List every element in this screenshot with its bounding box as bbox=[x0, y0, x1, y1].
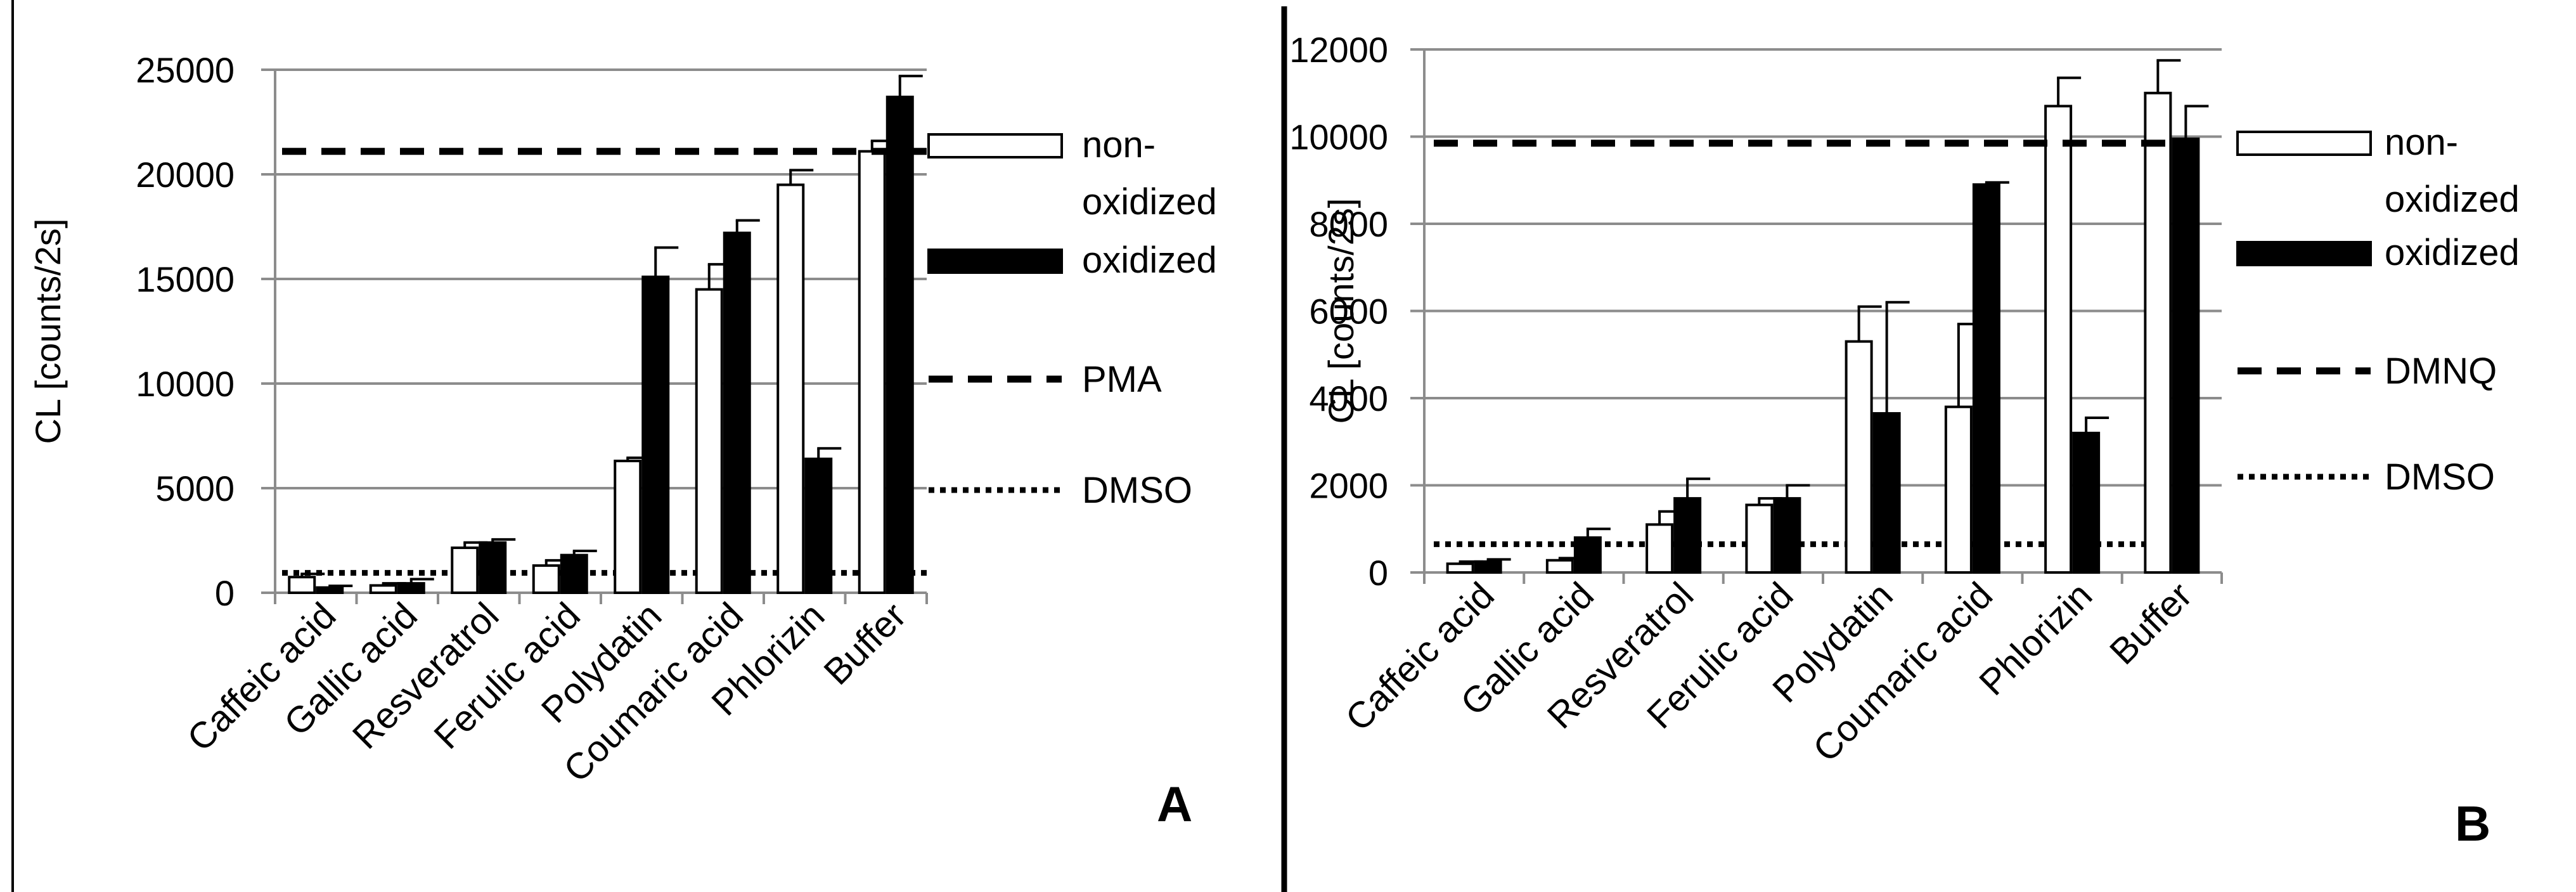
bar-non-oxidized bbox=[532, 564, 560, 594]
y-tick-label: 8000 bbox=[1309, 204, 1388, 244]
legend-label-dmso: DMSO bbox=[1082, 470, 1192, 511]
legend-label-dmso: DMSO bbox=[2385, 456, 2495, 498]
legend-label-line: oxidized bbox=[1082, 181, 1217, 223]
legend-label-dashed: PMA bbox=[1082, 359, 1162, 400]
legend-label-dashed: DMNQ bbox=[2385, 351, 2497, 392]
bar-oxidized bbox=[886, 95, 914, 594]
bar-oxidized bbox=[2072, 432, 2101, 574]
bar-oxidized bbox=[560, 553, 588, 594]
bar-non-oxidized bbox=[1745, 503, 1774, 574]
bar-oxidized bbox=[1872, 412, 1901, 574]
bar-oxidized bbox=[723, 231, 751, 594]
bar-oxidized bbox=[1673, 497, 1702, 574]
y-tick-label: 2000 bbox=[1309, 466, 1388, 506]
y-tick-label: 0 bbox=[1368, 553, 1388, 593]
y-tick-label: 10000 bbox=[136, 364, 235, 404]
legend-label-oxidized: oxidized bbox=[1082, 240, 1217, 281]
bar-non-oxidized bbox=[695, 288, 723, 594]
bar-non-oxidized bbox=[2144, 91, 2172, 574]
legend-label-non-oxidized: non-oxidized bbox=[2385, 122, 2520, 220]
panel-b: 0 2000 4000 6000 8000 10000 12000 CL [counts/2s… bbox=[1289, 30, 2520, 851]
legend-swatch-oxidized bbox=[2236, 241, 2372, 266]
category-label: Buffer bbox=[2102, 574, 2200, 673]
legend-label-line: non- bbox=[1082, 124, 1156, 165]
legend-swatch-oxidized bbox=[927, 249, 1063, 274]
bar-oxidized bbox=[397, 582, 425, 595]
bar-non-oxidized bbox=[614, 460, 642, 594]
category-label: Buffer bbox=[816, 595, 914, 693]
bar-oxidized bbox=[804, 457, 833, 594]
bar-oxidized bbox=[1972, 183, 2000, 574]
bar-non-oxidized bbox=[776, 183, 805, 594]
bar-oxidized bbox=[641, 275, 670, 594]
bar-oxidized bbox=[1573, 536, 1602, 574]
y-tick-label: 4000 bbox=[1309, 378, 1388, 418]
y-tick-label: 12000 bbox=[1289, 30, 1388, 70]
bar-oxidized bbox=[1773, 497, 1801, 574]
bar-non-oxidized bbox=[369, 584, 397, 595]
bar-non-oxidized bbox=[858, 150, 886, 594]
legend-label-oxidized: oxidized bbox=[2385, 232, 2520, 273]
y-tick-label: 6000 bbox=[1309, 292, 1388, 332]
y-tick-label: 10000 bbox=[1289, 117, 1388, 157]
bar-non-oxidized bbox=[1545, 559, 1574, 574]
panel-letter: B bbox=[2455, 796, 2490, 851]
bar-oxidized bbox=[1474, 560, 1502, 574]
bar-non-oxidized bbox=[1845, 340, 1873, 574]
bar-non-oxidized bbox=[1944, 405, 1973, 574]
legend-swatch-non-oxidized bbox=[2236, 131, 2372, 156]
y-tick-label: 0 bbox=[215, 573, 235, 613]
legend-label-non-oxidized: non-oxidized bbox=[1082, 124, 1217, 223]
panel-letter: A bbox=[1157, 776, 1192, 832]
y-tick-label: 20000 bbox=[136, 155, 235, 195]
bar-non-oxidized bbox=[1645, 523, 1674, 574]
legend-label-line: oxidized bbox=[2385, 179, 2520, 220]
bar-non-oxidized bbox=[451, 546, 479, 594]
bar-oxidized bbox=[316, 586, 344, 594]
legend-label-line: non- bbox=[2385, 122, 2458, 163]
y-axis-label: CL [counts/2s] bbox=[1321, 198, 1361, 424]
bar-non-oxidized bbox=[1446, 562, 1474, 574]
bar-oxidized bbox=[479, 541, 507, 594]
bar-oxidized bbox=[2172, 137, 2200, 574]
bar-non-oxidized bbox=[2044, 105, 2073, 574]
y-tick-label: 15000 bbox=[136, 259, 235, 299]
y-tick-label: 25000 bbox=[136, 50, 235, 90]
category-label: Coumaric acid bbox=[1805, 574, 2000, 770]
y-tick-label: 5000 bbox=[155, 469, 235, 508]
bar-non-oxidized bbox=[288, 576, 316, 594]
y-axis-label: CL [counts/2s] bbox=[28, 219, 68, 444]
legend-swatch-non-oxidized bbox=[927, 133, 1063, 158]
